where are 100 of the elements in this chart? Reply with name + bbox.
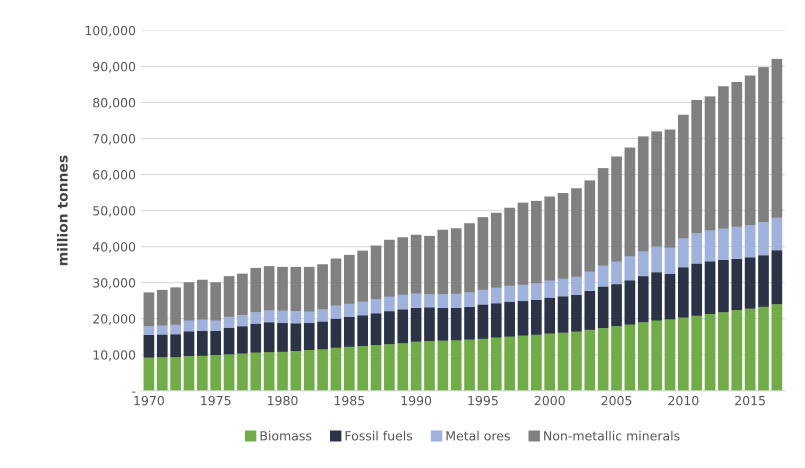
bar bbox=[758, 222, 769, 256]
bar bbox=[490, 212, 502, 288]
x-tick-label: 1995 bbox=[468, 396, 498, 406]
bar bbox=[156, 357, 168, 391]
bar bbox=[450, 308, 462, 340]
bar bbox=[210, 320, 222, 331]
bar bbox=[731, 82, 742, 227]
bar bbox=[397, 237, 408, 295]
bar bbox=[384, 296, 395, 312]
bar bbox=[317, 264, 328, 310]
bar bbox=[518, 301, 528, 336]
bar bbox=[277, 352, 288, 391]
bar bbox=[478, 217, 488, 290]
bar bbox=[490, 337, 502, 391]
bar bbox=[144, 326, 154, 335]
x-tick-label: 1980 bbox=[268, 396, 298, 406]
bar bbox=[277, 310, 288, 324]
bar bbox=[344, 316, 355, 347]
bar bbox=[664, 248, 676, 274]
bar bbox=[437, 340, 448, 391]
y-tick-label: 10,000 bbox=[94, 350, 136, 361]
bar bbox=[704, 261, 716, 314]
bar bbox=[678, 318, 689, 391]
y-tick-label: 70,000 bbox=[93, 134, 136, 145]
bar bbox=[450, 294, 462, 308]
bar bbox=[490, 288, 502, 304]
bar bbox=[544, 298, 556, 334]
x-tick-label: 2000 bbox=[534, 396, 565, 406]
bar bbox=[744, 308, 756, 391]
bar bbox=[397, 294, 408, 310]
bar bbox=[651, 272, 662, 321]
bar bbox=[290, 266, 302, 312]
bar bbox=[317, 309, 328, 322]
bar bbox=[718, 260, 729, 312]
bar bbox=[664, 130, 676, 248]
bar bbox=[397, 309, 408, 344]
bar bbox=[437, 294, 448, 308]
bar bbox=[531, 334, 542, 391]
y-tick-label: 30,000 bbox=[93, 278, 136, 289]
bar bbox=[504, 302, 515, 337]
bar bbox=[264, 352, 274, 391]
bar bbox=[264, 266, 274, 310]
bar bbox=[464, 292, 475, 307]
bar bbox=[184, 320, 194, 332]
bar bbox=[304, 323, 315, 350]
bar bbox=[304, 312, 315, 324]
bar bbox=[744, 257, 756, 309]
y-tick-label: 80,000 bbox=[93, 98, 136, 109]
bar bbox=[184, 331, 194, 356]
bar bbox=[611, 326, 622, 391]
bar bbox=[450, 340, 462, 391]
bar bbox=[357, 315, 368, 346]
bar bbox=[678, 238, 689, 268]
bar bbox=[410, 234, 422, 294]
bar bbox=[504, 286, 515, 302]
x-tick-label: 2010 bbox=[668, 396, 698, 406]
bar bbox=[370, 246, 382, 300]
bar bbox=[758, 306, 769, 391]
bar bbox=[638, 276, 649, 322]
bar bbox=[464, 340, 475, 391]
x-tick-label: 1975 bbox=[201, 396, 231, 406]
bar bbox=[584, 330, 596, 391]
bar bbox=[518, 202, 528, 285]
bar bbox=[264, 310, 274, 322]
bar bbox=[424, 294, 435, 308]
bar bbox=[196, 280, 208, 320]
bar bbox=[237, 354, 248, 391]
bar bbox=[544, 280, 556, 298]
bar bbox=[531, 200, 542, 284]
bar bbox=[584, 272, 596, 291]
bar bbox=[490, 303, 502, 338]
bar bbox=[558, 278, 568, 296]
bar bbox=[224, 316, 234, 328]
bar bbox=[731, 258, 742, 310]
bar bbox=[144, 292, 154, 326]
bar bbox=[330, 306, 342, 319]
bar bbox=[744, 75, 756, 226]
legend-label: Non-metallic minerals bbox=[544, 430, 680, 441]
bar bbox=[304, 266, 315, 312]
bar bbox=[210, 282, 222, 321]
bar bbox=[290, 351, 302, 391]
bar bbox=[464, 306, 475, 340]
bar bbox=[317, 322, 328, 350]
bar bbox=[237, 326, 248, 354]
bar bbox=[277, 266, 288, 311]
bar bbox=[571, 294, 582, 332]
bar bbox=[437, 308, 448, 341]
bar bbox=[196, 330, 208, 356]
bar bbox=[304, 350, 315, 391]
bar bbox=[744, 225, 756, 258]
bar bbox=[531, 300, 542, 335]
bar bbox=[250, 312, 262, 324]
bar bbox=[196, 320, 208, 331]
bar bbox=[144, 334, 154, 358]
bar bbox=[170, 334, 181, 358]
bar bbox=[424, 308, 435, 342]
bar bbox=[464, 223, 475, 292]
bar bbox=[772, 250, 782, 304]
bar bbox=[772, 304, 782, 391]
legend-label: Fossil fuels bbox=[346, 430, 412, 441]
